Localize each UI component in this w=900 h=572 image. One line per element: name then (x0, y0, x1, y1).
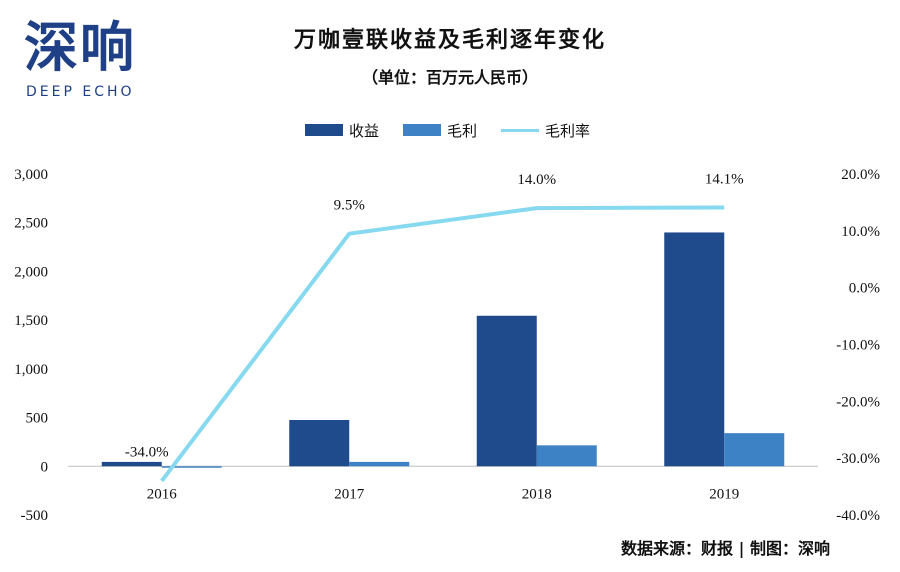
chart-subtitle: （单位：百万元人民币） (361, 68, 538, 87)
legend-label-revenue: 收益 (349, 121, 380, 140)
legend-item-margin: 毛利率 (501, 120, 590, 141)
logo-chinese-text: 深响 (24, 16, 136, 79)
x-tick-label: 2019 (709, 486, 739, 502)
y-right-tick-label: -10.0% (836, 338, 880, 354)
bar-gross-profit (349, 461, 410, 467)
bar-revenue (289, 420, 350, 467)
margin-data-label: 14.0% (517, 172, 556, 188)
y-left-tick-label: 500 (26, 411, 49, 427)
y-right-tick-label: 20.0% (841, 167, 880, 183)
legend-swatch-margin (501, 128, 540, 132)
y-left-tick-label: -500 (21, 508, 49, 524)
bar-revenue (476, 315, 537, 467)
y-left-tick-label: 2,000 (14, 264, 48, 280)
margin-data-label: 14.1% (705, 172, 744, 188)
y-right-tick-label: -20.0% (836, 394, 880, 410)
y-left-tick-label: 1,000 (14, 362, 48, 378)
y-right-tick-label: 0.0% (849, 281, 880, 297)
chart-title: 万咖壹联收益及毛利逐年变化 (293, 27, 606, 53)
bar-gross-profit (724, 433, 785, 467)
y-left-tick-label: 2,500 (14, 216, 48, 232)
y-left-tick-label: 0 (41, 459, 49, 475)
bar-gross-profit (161, 466, 222, 468)
margin-line (160, 205, 725, 483)
y-right-tick-label: -30.0% (836, 451, 880, 467)
data-source-note: 数据来源：财报 | 制图：深响 (621, 539, 830, 558)
y-left-tick-label: 3,000 (14, 167, 48, 183)
legend: 收益 毛利 毛利率 (305, 120, 614, 140)
legend-item-gross-profit: 毛利 (403, 120, 477, 141)
legend-swatch-revenue (305, 124, 343, 136)
legend-label-gross-profit: 毛利 (447, 121, 478, 140)
y-left-tick-label: 1,500 (14, 313, 48, 329)
margin-data-label: -34.0% (125, 444, 169, 460)
legend-item-revenue: 收益 (305, 120, 379, 141)
y-right-tick-label: -40.0% (836, 508, 880, 524)
x-tick-label: 2017 (334, 486, 365, 502)
margin-data-label: 9.5% (334, 198, 365, 214)
legend-label-margin: 毛利率 (545, 121, 591, 140)
legend-swatch-gross-profit (403, 124, 442, 136)
bar-gross-profit (536, 445, 597, 467)
bar-revenue (664, 232, 725, 467)
deep-echo-logo: 深响 DEEP ECHO (24, 16, 164, 106)
x-tick-label: 2018 (522, 486, 552, 502)
y-right-tick-label: 10.0% (841, 224, 880, 240)
logo-english-text: DEEP ECHO (26, 84, 135, 100)
x-tick-label: 2016 (147, 486, 178, 502)
bar-revenue (101, 461, 162, 467)
